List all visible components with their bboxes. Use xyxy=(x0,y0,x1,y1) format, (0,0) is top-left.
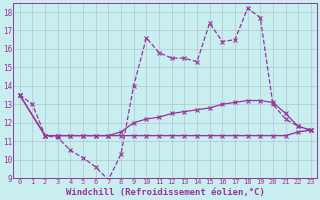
X-axis label: Windchill (Refroidissement éolien,°C): Windchill (Refroidissement éolien,°C) xyxy=(66,188,265,197)
